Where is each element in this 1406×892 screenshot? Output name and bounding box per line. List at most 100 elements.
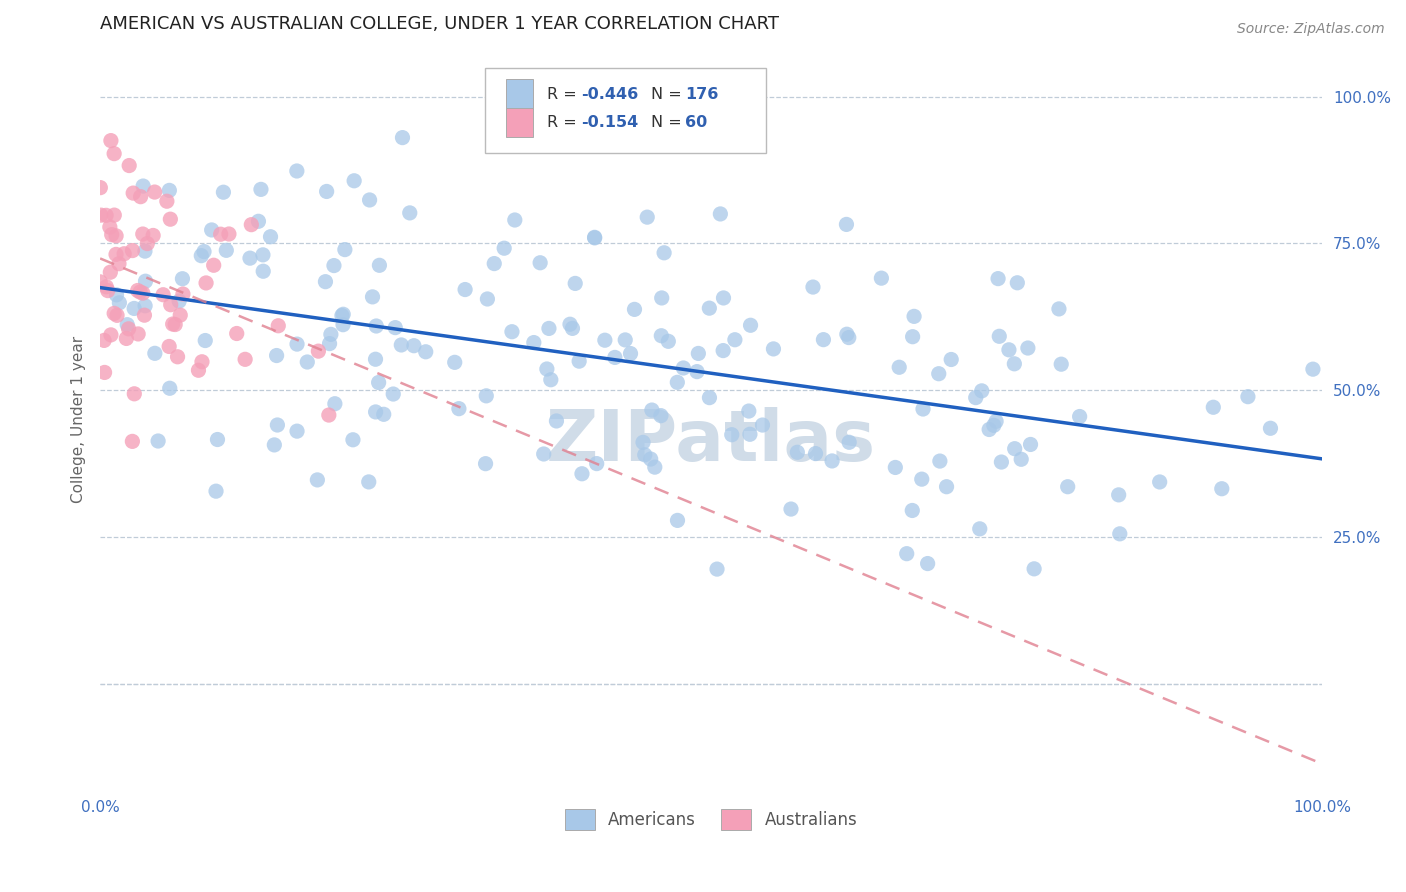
Point	[124, 386, 146, 401]
Point	[838, 330, 860, 344]
Point	[1108, 526, 1130, 541]
Y-axis label: College, Under 1 year: College, Under 1 year	[72, 336, 86, 503]
Point	[108, 257, 131, 271]
Point	[641, 403, 664, 417]
Point	[384, 320, 406, 334]
Point	[402, 339, 425, 353]
FancyBboxPatch shape	[485, 69, 766, 153]
Point	[98, 265, 121, 279]
FancyBboxPatch shape	[506, 79, 533, 109]
Point	[391, 130, 413, 145]
Point	[364, 405, 387, 419]
Point	[332, 318, 354, 332]
Point	[172, 287, 194, 301]
Point	[475, 389, 498, 403]
Point	[672, 361, 695, 376]
Point	[89, 180, 111, 194]
Point	[1004, 442, 1026, 456]
Point	[884, 460, 907, 475]
Point	[134, 274, 156, 288]
Point	[529, 256, 551, 270]
Point	[666, 513, 689, 527]
Point	[987, 271, 1010, 285]
Text: R =: R =	[547, 115, 576, 130]
Point	[585, 457, 607, 471]
Point	[447, 401, 470, 416]
Point	[364, 352, 387, 367]
Point	[988, 329, 1011, 343]
Point	[801, 280, 824, 294]
Point	[786, 445, 808, 459]
Point	[928, 367, 950, 381]
Point	[252, 264, 274, 278]
Point	[315, 185, 337, 199]
Point	[917, 557, 939, 571]
Point	[103, 306, 125, 320]
Text: AMERICAN VS AUSTRALIAN COLLEGE, UNDER 1 YEAR CORRELATION CHART: AMERICAN VS AUSTRALIAN COLLEGE, UNDER 1 …	[100, 15, 779, 33]
Point	[367, 376, 389, 390]
Point	[903, 310, 925, 324]
Text: Source: ZipAtlas.com: Source: ZipAtlas.com	[1237, 22, 1385, 37]
Point	[1019, 437, 1042, 451]
Point	[979, 422, 1001, 436]
Point	[614, 333, 637, 347]
Point	[1017, 341, 1039, 355]
Point	[115, 331, 138, 345]
Point	[711, 343, 734, 358]
Point	[935, 480, 957, 494]
Point	[361, 290, 384, 304]
Point	[247, 214, 270, 228]
Point	[911, 402, 934, 417]
Point	[1010, 452, 1032, 467]
Point	[724, 333, 747, 347]
Point	[911, 472, 934, 486]
Point	[1047, 301, 1070, 316]
Point	[259, 229, 281, 244]
Point	[896, 547, 918, 561]
Point	[650, 409, 672, 423]
Point	[640, 452, 662, 467]
Point	[398, 206, 420, 220]
Point	[342, 433, 364, 447]
Point	[250, 182, 273, 196]
Text: -0.154: -0.154	[582, 115, 638, 130]
Point	[546, 414, 568, 428]
Point	[699, 391, 721, 405]
Point	[159, 298, 181, 312]
Point	[343, 174, 366, 188]
Point	[152, 287, 174, 301]
Point	[194, 334, 217, 348]
Point	[105, 228, 128, 243]
Point	[941, 352, 963, 367]
Point	[1050, 357, 1073, 371]
Point	[297, 355, 319, 369]
Point	[357, 475, 380, 489]
Point	[965, 391, 987, 405]
Point	[314, 275, 336, 289]
Point	[634, 448, 657, 462]
Point	[558, 317, 581, 331]
Point	[1260, 421, 1282, 435]
Point	[651, 291, 673, 305]
Point	[1007, 276, 1029, 290]
Point	[561, 321, 583, 335]
Point	[484, 256, 506, 270]
Point	[167, 294, 190, 309]
Point	[1237, 390, 1260, 404]
Point	[443, 355, 465, 369]
Point	[835, 218, 858, 232]
Point	[494, 241, 516, 255]
Point	[368, 258, 391, 272]
Point	[657, 334, 679, 349]
Point	[631, 435, 654, 450]
Point	[603, 351, 626, 365]
FancyBboxPatch shape	[506, 108, 533, 137]
Point	[212, 185, 235, 199]
Point	[266, 417, 288, 432]
Point	[134, 299, 156, 313]
Point	[307, 344, 329, 359]
Point	[96, 280, 118, 294]
Point	[225, 326, 247, 341]
Text: R =: R =	[547, 87, 576, 102]
Point	[146, 434, 169, 448]
